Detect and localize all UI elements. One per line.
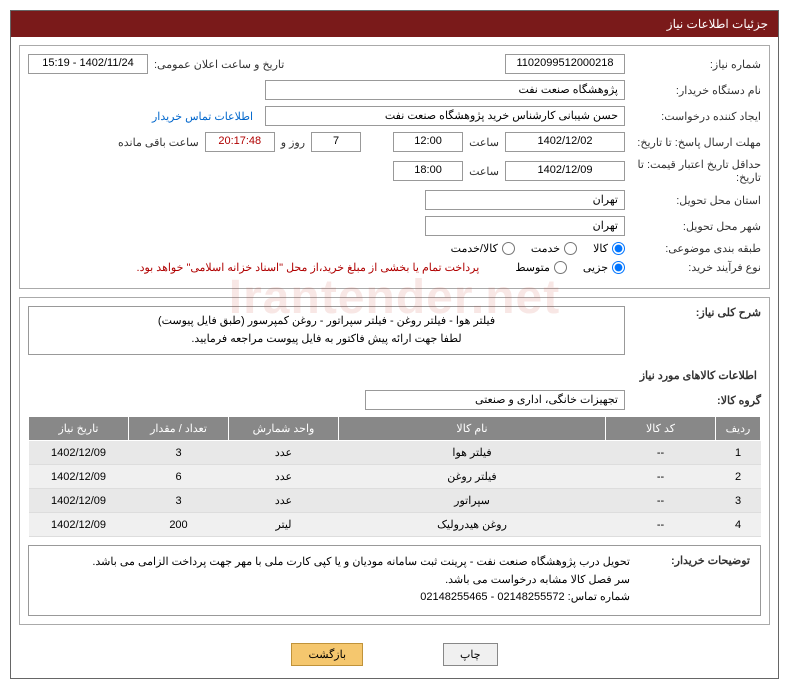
requester-label: ایجاد کننده درخواست: bbox=[631, 110, 761, 123]
need-desc-line2: لطفا جهت ارائه پیش فاکتور به فایل پیوست … bbox=[39, 331, 614, 349]
table-row: 2--فیلتر روغنعدد61402/12/09 bbox=[29, 465, 761, 489]
radio-medium[interactable]: متوسط bbox=[515, 261, 567, 274]
time-label-2: ساعت bbox=[469, 165, 499, 178]
cell-qty: 6 bbox=[129, 465, 229, 489]
need-desc-box: فیلتر هوا - فیلتر روغن - فیلتر سپراتور -… bbox=[28, 306, 625, 355]
category-label: طبقه بندی موضوعی: bbox=[631, 242, 761, 255]
panel-title: جزئیات اطلاعات نیاز bbox=[11, 11, 778, 37]
cell-date: 1402/12/09 bbox=[29, 513, 129, 537]
radio-medium-label: متوسط bbox=[515, 261, 550, 274]
requester-value: حسن شیبانی کارشناس خرید پژوهشگاه صنعت نف… bbox=[265, 106, 625, 126]
days-label: روز و bbox=[281, 136, 305, 149]
reply-deadline-label: مهلت ارسال پاسخ: تا تاریخ: bbox=[631, 136, 761, 149]
cell-date: 1402/12/09 bbox=[29, 489, 129, 513]
cell-code: -- bbox=[606, 465, 716, 489]
announce-date-label: تاریخ و ساعت اعلان عمومی: bbox=[154, 58, 284, 71]
reply-date-value: 1402/12/02 bbox=[505, 132, 625, 152]
radio-goods-input[interactable] bbox=[612, 242, 625, 255]
cell-date: 1402/12/09 bbox=[29, 441, 129, 465]
notes-line1: تحویل درب پژوهشگاه صنعت نفت - پرینت ثبت … bbox=[39, 554, 630, 572]
buyer-notes-text: تحویل درب پژوهشگاه صنعت نفت - پرینت ثبت … bbox=[39, 554, 630, 607]
form-section: شماره نیاز: 1102099512000218 تاریخ و ساع… bbox=[19, 45, 770, 289]
need-number-value: 1102099512000218 bbox=[505, 54, 625, 74]
cell-qty: 200 bbox=[129, 513, 229, 537]
radio-goods-service[interactable]: کالا/خدمت bbox=[451, 242, 515, 255]
radio-goods[interactable]: کالا bbox=[593, 242, 625, 255]
cell-name: سپراتور bbox=[339, 489, 606, 513]
cell-idx: 1 bbox=[716, 441, 761, 465]
cell-unit: عدد bbox=[229, 465, 339, 489]
cell-unit: عدد bbox=[229, 489, 339, 513]
remain-label: ساعت باقی مانده bbox=[118, 136, 199, 149]
cell-idx: 4 bbox=[716, 513, 761, 537]
th-date: تاریخ نیاز bbox=[29, 417, 129, 441]
cell-date: 1402/12/09 bbox=[29, 465, 129, 489]
cell-name: فیلتر روغن bbox=[339, 465, 606, 489]
buyer-org-value: پژوهشگاه صنعت نفت bbox=[265, 80, 625, 100]
back-button[interactable]: بازگشت bbox=[291, 643, 363, 666]
radio-service-input[interactable] bbox=[564, 242, 577, 255]
need-number-label: شماره نیاز: bbox=[631, 58, 761, 71]
province-label: استان محل تحویل: bbox=[631, 194, 761, 207]
notes-line2: سر فصل کالا مشابه درخواست می باشد. bbox=[39, 572, 630, 590]
th-qty: تعداد / مقدار bbox=[129, 417, 229, 441]
buyer-notes-label: توضیحات خریدار: bbox=[640, 554, 750, 567]
time-label-1: ساعت bbox=[469, 136, 499, 149]
th-unit: واحد شمارش bbox=[229, 417, 339, 441]
radio-medium-input[interactable] bbox=[554, 261, 567, 274]
cell-name: روغن هیدرولیک bbox=[339, 513, 606, 537]
th-code: کد کالا bbox=[606, 417, 716, 441]
city-value: تهران bbox=[425, 216, 625, 236]
cell-idx: 2 bbox=[716, 465, 761, 489]
items-table: ردیف کد کالا نام کالا واحد شمارش تعداد /… bbox=[28, 416, 761, 537]
table-row: 1--فیلتر هواعدد31402/12/09 bbox=[29, 441, 761, 465]
purchase-type-label: نوع فرآیند خرید: bbox=[631, 261, 761, 274]
group-label: گروه کالا: bbox=[631, 394, 761, 407]
cell-qty: 3 bbox=[129, 489, 229, 513]
price-date-value: 1402/12/09 bbox=[505, 161, 625, 181]
print-button[interactable]: چاپ bbox=[443, 643, 498, 666]
province-value: تهران bbox=[425, 190, 625, 210]
cell-code: -- bbox=[606, 489, 716, 513]
price-validity-label: حداقل تاریخ اعتبار قیمت: تا تاریخ: bbox=[631, 158, 761, 184]
buyer-org-label: نام دستگاه خریدار: bbox=[631, 84, 761, 97]
cell-unit: لیتر bbox=[229, 513, 339, 537]
need-desc-line1: فیلتر هوا - فیلتر روغن - فیلتر سپراتور -… bbox=[39, 313, 614, 331]
radio-goods-service-input[interactable] bbox=[502, 242, 515, 255]
details-panel: جزئیات اطلاعات نیاز شماره نیاز: 11020995… bbox=[10, 10, 779, 679]
radio-small-label: جزیی bbox=[583, 261, 608, 274]
cell-qty: 3 bbox=[129, 441, 229, 465]
th-name: نام کالا bbox=[339, 417, 606, 441]
radio-goods-service-label: کالا/خدمت bbox=[451, 242, 498, 255]
table-row: 4--روغن هیدرولیکلیتر2001402/12/09 bbox=[29, 513, 761, 537]
radio-goods-label: کالا bbox=[593, 242, 608, 255]
cell-unit: عدد bbox=[229, 441, 339, 465]
radio-service[interactable]: خدمت bbox=[531, 242, 577, 255]
radio-small[interactable]: جزیی bbox=[583, 261, 625, 274]
countdown-value: 20:17:48 bbox=[205, 132, 275, 152]
radio-small-input[interactable] bbox=[612, 261, 625, 274]
cell-idx: 3 bbox=[716, 489, 761, 513]
cell-name: فیلتر هوا bbox=[339, 441, 606, 465]
buyer-notes-box: توضیحات خریدار: تحویل درب پژوهشگاه صنعت … bbox=[28, 545, 761, 616]
cell-code: -- bbox=[606, 513, 716, 537]
description-section: شرح کلی نیاز: فیلتر هوا - فیلتر روغن - ف… bbox=[19, 297, 770, 625]
announce-date-value: 1402/11/24 - 15:19 bbox=[28, 54, 148, 74]
price-time-value: 18:00 bbox=[393, 161, 463, 181]
button-row: چاپ بازگشت bbox=[19, 633, 770, 670]
items-section-title: اطلاعات کالاهای مورد نیاز bbox=[32, 369, 757, 382]
reply-time-value: 12:00 bbox=[393, 132, 463, 152]
cell-code: -- bbox=[606, 441, 716, 465]
th-row: ردیف bbox=[716, 417, 761, 441]
table-row: 3--سپراتورعدد31402/12/09 bbox=[29, 489, 761, 513]
notes-line3: شماره تماس: 02148255572 - 02148255465 bbox=[39, 589, 630, 607]
payment-note: پرداخت تمام یا بخشی از مبلغ خرید،از محل … bbox=[137, 261, 480, 274]
city-label: شهر محل تحویل: bbox=[631, 220, 761, 233]
group-value: تجهیزات خانگی، اداری و صنعتی bbox=[365, 390, 625, 410]
contact-link[interactable]: اطلاعات تماس خریدار bbox=[152, 110, 253, 123]
radio-service-label: خدمت bbox=[531, 242, 560, 255]
days-value: 7 bbox=[311, 132, 361, 152]
need-desc-label: شرح کلی نیاز: bbox=[631, 306, 761, 319]
